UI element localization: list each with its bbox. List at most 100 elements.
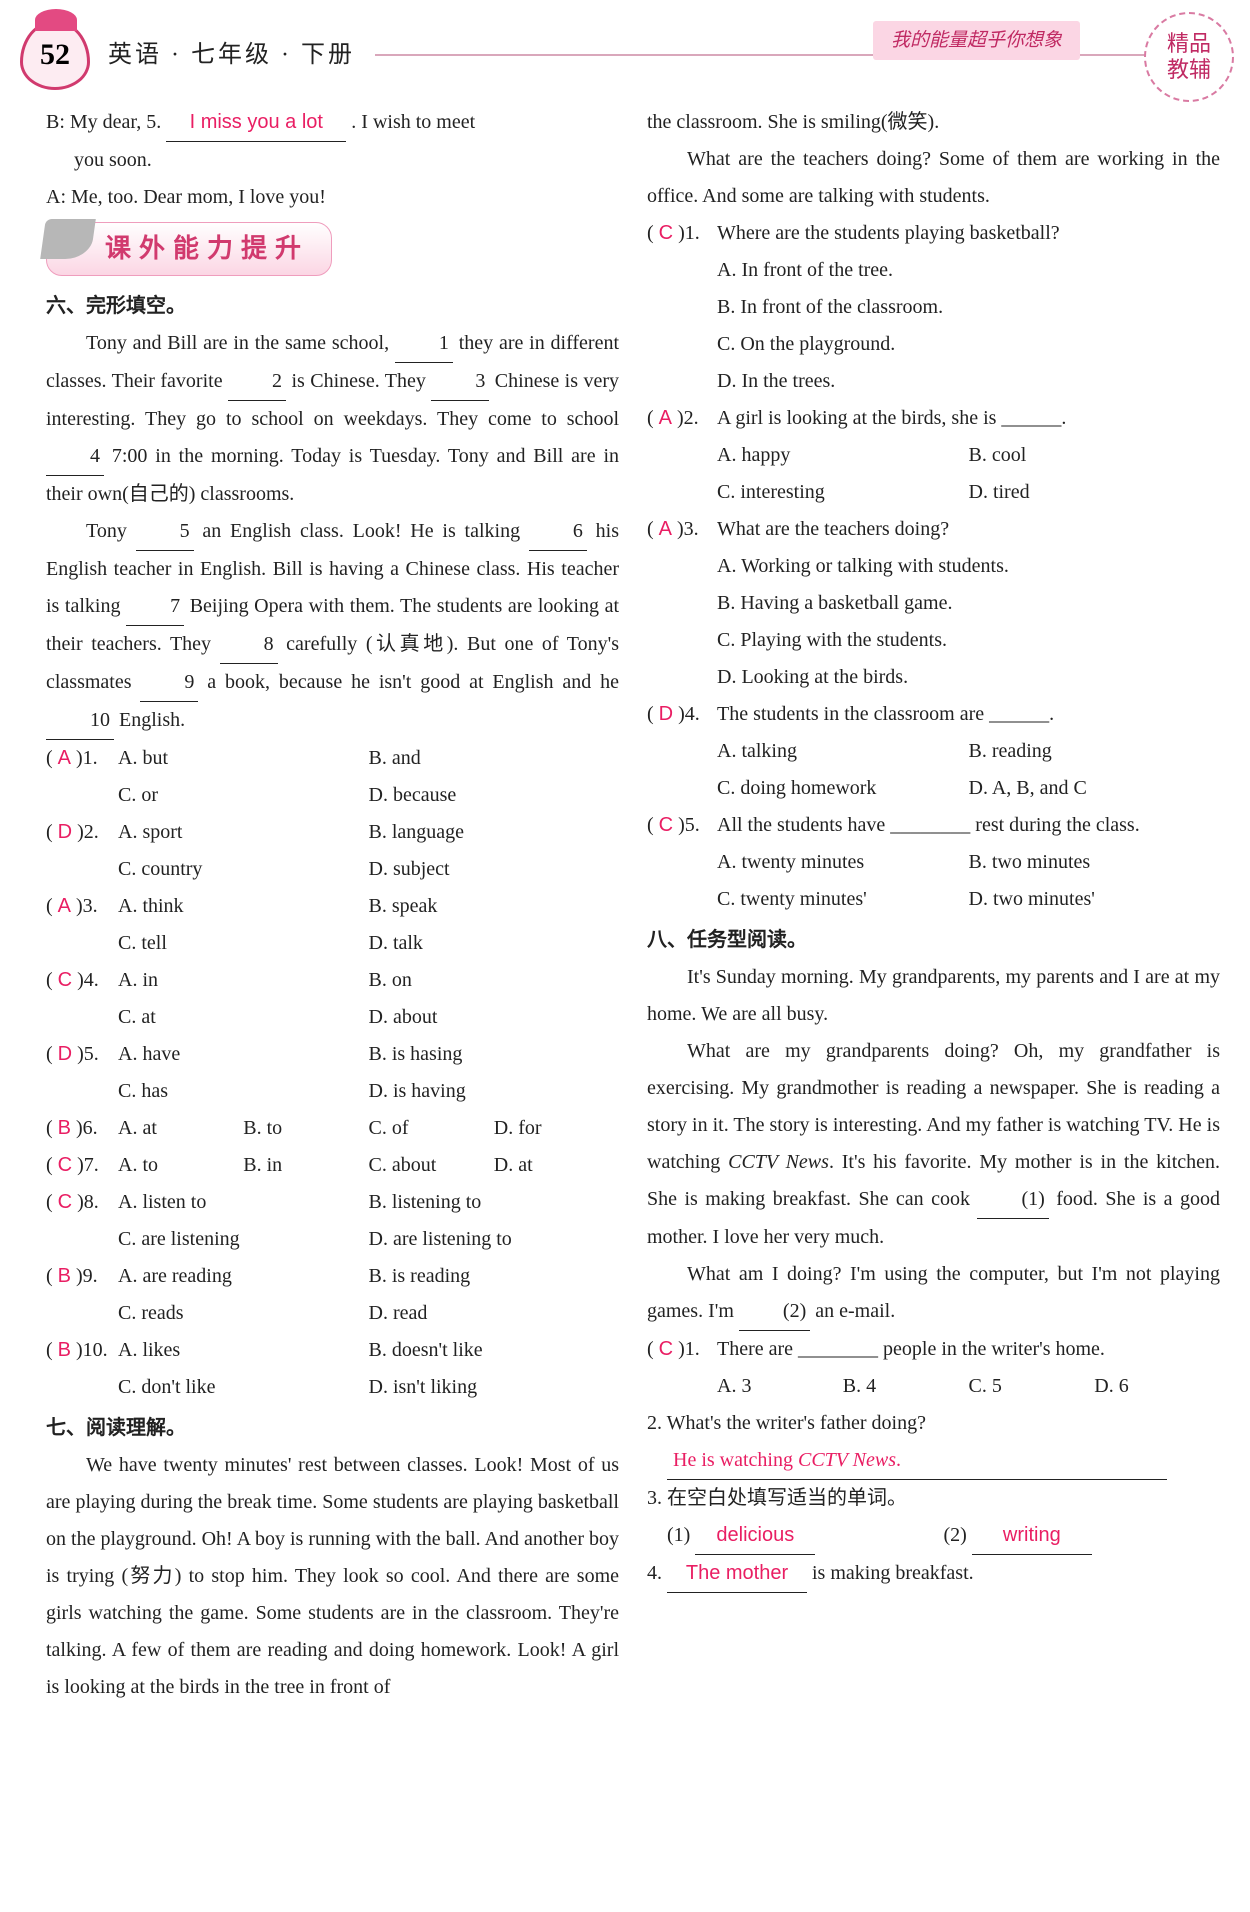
dialog-a: A: Me, too. Dear mom, I love you! [46,179,619,216]
q8-3-1: (1) delicious [667,1517,944,1555]
q7-stem: All the students have ________ rest duri… [717,807,1220,844]
q7-opt-row: C. interestingD. tired [717,474,1220,511]
choice-option: D. read [369,1295,620,1332]
r8-blank-1: (1) [977,1181,1048,1219]
cloze-choice-row: C. readsD. read [46,1295,619,1332]
choice-paren: ( B )6. [46,1110,118,1147]
q8-3-stem: 3. 在空白处填写适当的单词。 [647,1480,1220,1517]
choice-option: B. listening to [369,1184,620,1221]
corner-line2: 教辅 [1167,57,1211,83]
choice-paren [46,1295,118,1332]
cloze-choice-row: C. hasD. is having [46,1073,619,1110]
choice-option: A. likes [118,1332,369,1369]
choice-paren [46,1221,118,1258]
q7-option: C. doing homework [717,770,969,807]
q7-item: ( C )5.All the students have ________ re… [647,807,1220,918]
q8-1-stem: There are ________ people in the writer'… [717,1338,1105,1360]
cloze-choice-row: ( B )9.A. are readingB. is reading [46,1258,619,1295]
choice-option: D. at [494,1147,619,1184]
choice-option: A. are reading [118,1258,369,1295]
choice-option: B. in [243,1147,368,1184]
choice-opts: A. butB. and [118,740,619,777]
header-subject: 英语 · 七年级 · 下册 [108,33,355,77]
corner-badge: 精品 教辅 [1144,12,1234,102]
reading-7-cont1: the classroom. She is smiling(微笑). [647,104,1220,141]
dialog-b-prefix: B: My dear, 5. [46,111,161,133]
q7-option: D. A, B, and C [969,770,1221,807]
q8-2-answer-line: He is watching CCTV News. [647,1442,1220,1480]
choice-option: B. is hasing [369,1036,620,1073]
dialog-b-suffix: . I wish to meet [351,111,475,133]
choice-option: A. but [118,740,369,777]
q7-item: ( C )1.Where are the students playing ba… [647,215,1220,400]
header-divider: 我的能量超乎你想象 [375,54,1220,56]
q7-body: A girl is looking at the birds, she is _… [717,400,1220,511]
q8-2-ans-b: CCTV News [798,1449,896,1471]
page-number: 52 [40,27,70,83]
choice-paren: ( D )2. [46,814,118,851]
q7-opt-row: A. happyB. cool [717,437,1220,474]
r8-p3: What am I doing? I'm using the computer,… [647,1256,1220,1331]
choice-opts: C. tellD. talk [118,925,619,962]
cloze-blank-2: 2 [228,363,286,401]
q7-paren: ( C )1. [647,215,717,400]
q7-opt-row: C. twenty minutes'D. two minutes' [717,881,1220,918]
choice-option: C. reads [118,1295,369,1332]
choice-option: A. sport [118,814,369,851]
q8-2-answer: He is watching CCTV News. [667,1442,1167,1480]
q7-paren: ( C )5. [647,807,717,918]
q7-option: D. Looking at the birds. [717,659,1220,696]
cloze-blank-6: 6 [529,513,587,551]
choice-option: D. are listening to [369,1221,620,1258]
choice-paren [46,851,118,888]
q8-4-post: is making breakfast. [812,1562,974,1584]
reading-7-passage: We have twenty minutes' rest between cla… [46,1447,619,1706]
reading-7-cont2: What are the teachers doing? Some of the… [647,141,1220,215]
section-7-questions: ( C )1.Where are the students playing ba… [647,215,1220,918]
choice-opts: A. sportB. language [118,814,619,851]
choice-option: C. has [118,1073,369,1110]
choice-opts: C. atD. about [118,999,619,1036]
choice-option: C. country [118,851,369,888]
q8-4: 4. The mother is making breakfast. [647,1555,1220,1593]
choice-paren: ( C )8. [46,1184,118,1221]
dialog-b-line2: you soon. [46,142,619,179]
q8-3-2: (2) writing [944,1517,1221,1555]
q8-3-2-ans: writing [972,1517,1092,1555]
choice-opts: A. are readingB. is reading [118,1258,619,1295]
cloze-text: a book, because he isn't good at English… [198,671,619,693]
choice-option: B. on [369,962,620,999]
choice-option: C. at [118,999,369,1036]
choice-option: B. speak [369,888,620,925]
q8-4-ans: The mother [667,1555,807,1593]
cloze-para-1: Tony and Bill are in the same school, 1 … [46,325,619,513]
q7-option: B. In front of the classroom. [717,289,1220,326]
q8-1-option: C. 5 [969,1368,1095,1405]
choice-option: D. talk [369,925,620,962]
q7-stem: Where are the students playing basketbal… [717,215,1220,252]
section-7-title: 七、阅读理解。 [46,1410,619,1447]
cloze-choice-row: C. orD. because [46,777,619,814]
choice-option: C. are listening [118,1221,369,1258]
choice-opts: C. are listeningD. are listening to [118,1221,619,1258]
q7-option: B. two minutes [969,844,1221,881]
choice-option: C. of [369,1110,494,1147]
cloze-para-2: Tony 5 an English class. Look! He is tal… [46,513,619,740]
choice-paren: ( C )4. [46,962,118,999]
header-slogan: 我的能量超乎你想象 [873,21,1080,60]
q7-option: D. tired [969,474,1221,511]
q7-body: What are the teachers doing?A. Working o… [717,511,1220,696]
q8-3-answers: (1) delicious (2) writing [647,1517,1220,1555]
q7-body: Where are the students playing basketbal… [717,215,1220,400]
q7-option: C. twenty minutes' [717,881,969,918]
cloze-text: Tony and Bill are in the same school, [86,332,395,354]
choice-opts: A. atB. toC. ofD. for [118,1110,619,1147]
q8-4-pre: 4. [647,1562,667,1584]
choice-opts: C. readsD. read [118,1295,619,1332]
cloze-choice-row: ( C )4.A. inB. on [46,962,619,999]
choice-paren [46,925,118,962]
choice-option: A. have [118,1036,369,1073]
choice-paren [46,1073,118,1110]
choice-option: C. about [369,1147,494,1184]
choice-option: B. is reading [369,1258,620,1295]
